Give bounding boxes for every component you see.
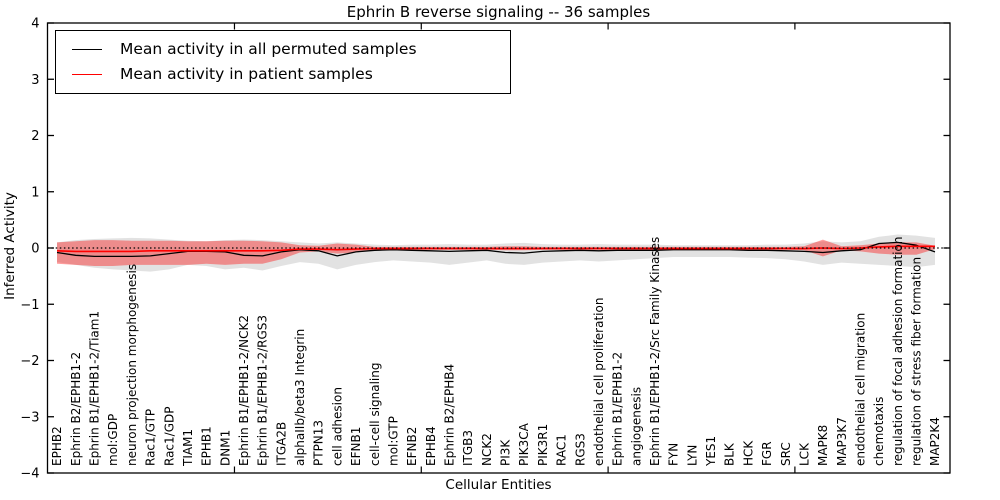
x-tick-label: FGR (760, 441, 774, 466)
x-tick-label: FYN (667, 443, 681, 466)
x-tick-label: HCK (741, 440, 755, 466)
x-tick-label: cell adhesion (330, 387, 344, 466)
x-tick-label: RAC1 (555, 434, 569, 466)
patient-line-swatch (72, 73, 102, 75)
y-tick-label: 2 (31, 129, 39, 144)
x-tick-label: Ephrin B1/EPHB1-2/Src Family Kinases (648, 237, 662, 466)
legend-label-patient: Mean activity in patient samples (120, 65, 373, 83)
x-tick-label: LYN (685, 445, 699, 466)
x-tick-label: SRC (779, 442, 793, 466)
x-tick-label: endothelial cell proliferation (592, 298, 606, 466)
x-tick-label: Ephrin B1/EPHB1-2/Tiam1 (88, 311, 102, 466)
x-tick-label: cell-cell signaling (368, 363, 382, 467)
x-tick-label: Ephrin B1/EPHB1-2/RGS3 (256, 315, 270, 466)
x-tick-label: PIK3CA (517, 422, 531, 466)
x-tick-label: angiogenesis (629, 387, 643, 466)
x-tick-label: LCK (797, 442, 811, 466)
y-tick-label: 1 (31, 185, 39, 200)
x-tick-label: ITGA2B (274, 422, 288, 466)
x-tick-label: NCK2 (480, 433, 494, 466)
x-tick-label: Rac1/GDP (162, 407, 176, 466)
y-tick-label: −4 (20, 467, 39, 482)
x-tick-label: DNM1 (218, 430, 232, 466)
legend-label-permuted: Mean activity in all permuted samples (120, 40, 417, 59)
x-tick-label: Ephrin B1/EPHB1-2 (611, 352, 625, 466)
y-axis-label: Inferred Activity (2, 192, 18, 300)
x-tick-label: EPHB1 (200, 426, 214, 466)
x-tick-label: neuron projection morphogenesis (125, 264, 139, 466)
x-tick-label: Ephrin B2/EPHB1-2 (69, 352, 83, 466)
x-axis-label: Cellular Entities (445, 477, 552, 493)
permuted-line-swatch (72, 49, 102, 51)
y-tick-label: 4 (31, 17, 39, 32)
x-tick-label: EPHB2 (50, 426, 64, 466)
patient-std-band (57, 239, 935, 266)
legend: Mean activity in all permuted samples Me… (55, 30, 511, 94)
permuted-std-band (57, 234, 935, 272)
chart-title: Ephrin B reverse signaling -- 36 samples (346, 3, 651, 21)
x-tick-label: Ephrin B2/EPHB4 (443, 364, 457, 466)
x-tick-label: YES1 (704, 436, 718, 467)
x-tick-label: mol:GTP (387, 416, 401, 466)
y-tick-label: 3 (31, 73, 39, 88)
x-tick-label: PTPN13 (312, 420, 326, 466)
x-tick-label: RGS3 (573, 433, 587, 466)
y-tick-label: −2 (20, 354, 39, 369)
legend-item-patient: Mean activity in patient samples (72, 65, 510, 84)
y-tick-label: −1 (20, 298, 39, 313)
x-tick-label: chemotaxis (872, 397, 886, 466)
x-tick-label: TIAM1 (181, 429, 195, 467)
x-tick-label: alphaIIb/beta3 Integrin (293, 329, 307, 466)
x-tick-label: PI3K (499, 439, 513, 466)
x-tick-label: Ephrin B1/EPHB1-2/NCK2 (237, 315, 251, 466)
x-tick-label: EFNB2 (405, 427, 419, 466)
x-tick-label: EFNB1 (349, 427, 363, 466)
x-tick-label: MAP2K4 (928, 417, 942, 466)
y-tick-label: −3 (20, 410, 39, 425)
x-tick-label: MAPK8 (816, 425, 830, 466)
y-tick-label: 0 (31, 242, 39, 257)
x-tick-label: PIK3R1 (536, 424, 550, 466)
x-tick-label: BLK (723, 442, 737, 466)
legend-item-permuted: Mean activity in all permuted samples (72, 40, 510, 59)
x-tick-label: ITGB3 (461, 430, 475, 466)
x-tick-label: Rac1/GTP (144, 409, 158, 466)
patient-mean-line (56, 245, 935, 253)
x-tick-label: mol:GDP (106, 414, 120, 466)
x-tick-label: endothelial cell migration (854, 313, 868, 466)
x-tick-label: regulation of focal adhesion formation (891, 237, 905, 466)
x-tick-label: MAP3K7 (835, 417, 849, 466)
x-tick-label: EPHB4 (424, 426, 438, 466)
x-tick-label: regulation of stress fiber formation (910, 257, 924, 466)
